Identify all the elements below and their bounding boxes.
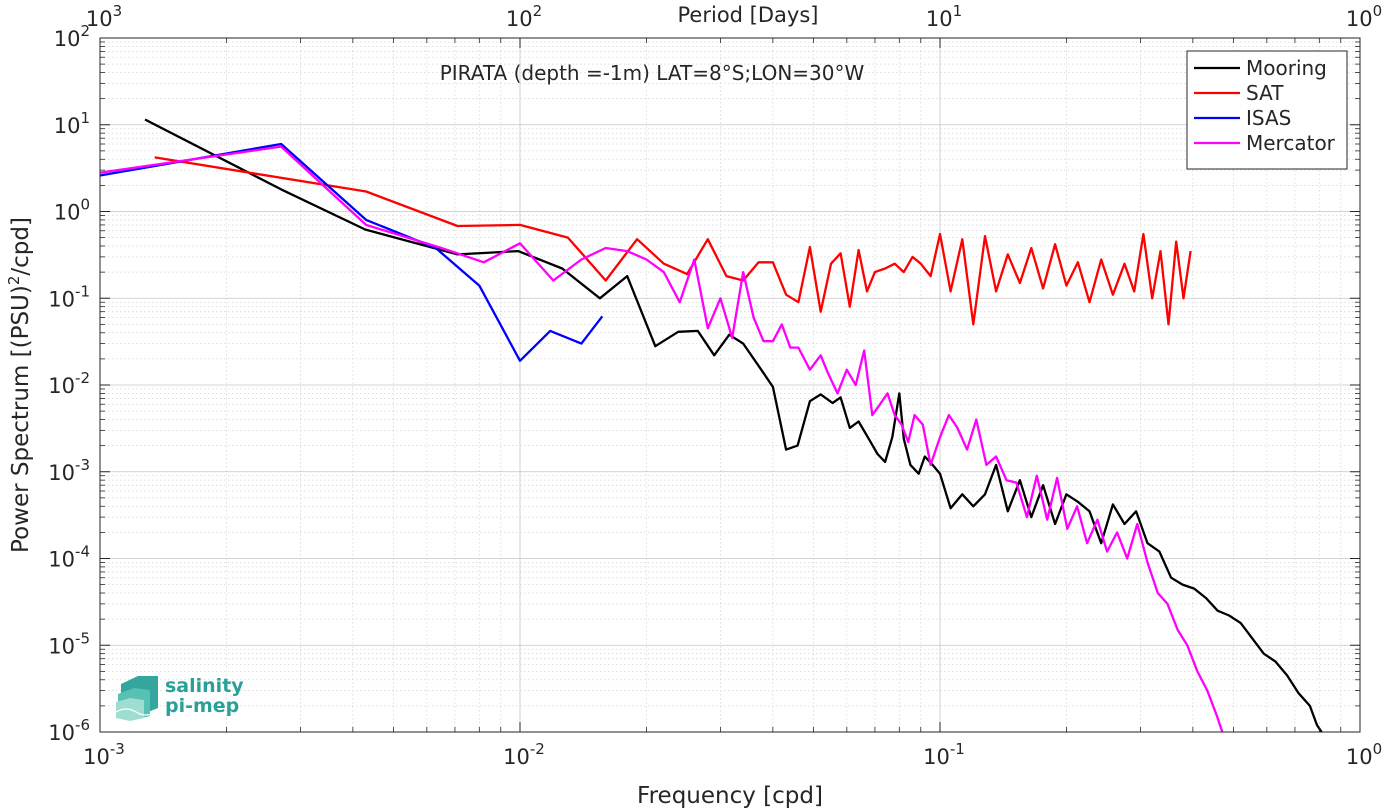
y-tick-label: 102: [54, 22, 90, 51]
series-layer: [99, 118, 1323, 733]
y-tick-label: 10-3: [48, 456, 90, 485]
x-axis-label: Frequency [cpd]: [637, 783, 823, 809]
series-line-mooring: [144, 118, 1323, 733]
chart-title: PIRATA (depth =-1m) LAT=8°S;LON=30°W: [440, 61, 865, 85]
top-tick-label: 101: [926, 2, 962, 31]
y-axis-label-main: Power Spectrum [(PSU): [8, 285, 34, 553]
logo-icon: [115, 676, 158, 721]
y-tick-label-exponent: 2: [80, 22, 90, 40]
major-grid: [99, 37, 1361, 733]
x-tick-label-base: 10: [1346, 745, 1373, 769]
top-tick-label-base: 10: [506, 7, 533, 31]
y-tick-label-base: 10: [54, 114, 81, 138]
y-tick-label-exponent: 0: [80, 196, 90, 214]
x-tick-label: 100: [1346, 740, 1382, 769]
y-tick-label: 10-4: [48, 543, 90, 572]
legend-label-mercator: Mercator: [1246, 131, 1336, 155]
x-tick-label-exponent: 0: [1373, 740, 1383, 758]
x-tick-label-base: 10: [83, 745, 110, 769]
logo-line-2: pi-mep: [165, 695, 239, 717]
x-tick-label: 10-1: [923, 740, 965, 769]
top-tick-label-exponent: 2: [533, 2, 543, 20]
x-tick-label-base: 10: [923, 745, 950, 769]
y-tick-label-base: 10: [48, 374, 75, 398]
legend-box: [1186, 50, 1348, 170]
x-tick-label-exponent: -1: [950, 740, 965, 758]
top-tick-label: 102: [506, 2, 542, 31]
y-tick-label-base: 10: [54, 201, 81, 225]
top-tick-label-base: 10: [86, 7, 113, 31]
x-tick-label: 10-2: [503, 740, 545, 769]
legend-label-isas: ISAS: [1246, 106, 1291, 130]
y-tick-label-exponent: -3: [75, 456, 90, 474]
top-tick-label-base: 10: [926, 7, 953, 31]
y-axis-label: Power Spectrum [(PSU)2/cpd]: [5, 217, 34, 553]
x-tick-label-base: 10: [503, 745, 530, 769]
y-axis-label-tail: /cpd]: [8, 217, 34, 276]
y-tick-label-exponent: -2: [75, 369, 90, 387]
y-tick-label-base: 10: [48, 461, 75, 485]
y-tick-label-base: 10: [48, 634, 75, 658]
ticks-layer: [99, 37, 1361, 733]
x-tick-label: 10-3: [83, 740, 125, 769]
salinity-pi-mep-logo: salinity pi-mep: [115, 675, 244, 721]
y-tick-label-exponent: -1: [75, 282, 90, 300]
top-tick-label-exponent: 3: [113, 2, 123, 20]
y-axis-label-sup: 2: [5, 276, 23, 286]
y-tick-label-base: 10: [54, 27, 81, 51]
y-tick-label: 100: [54, 196, 90, 225]
series-line-mercator: [99, 145, 1224, 733]
y-tick-label-base: 10: [48, 721, 75, 745]
top-tick-label-exponent: 0: [1373, 2, 1383, 20]
y-tick-label: 10-2: [48, 369, 90, 398]
x-tick-label-exponent: -2: [530, 740, 545, 758]
top-tick-label: 100: [1346, 2, 1382, 31]
y-tick-label-base: 10: [48, 287, 75, 311]
x-tick-label-exponent: -3: [110, 740, 125, 758]
y-tick-label: 101: [54, 109, 90, 138]
logo-line-1: salinity: [165, 675, 244, 697]
legend-label-sat: SAT: [1246, 81, 1284, 105]
legend-label-mooring: Mooring: [1246, 56, 1327, 80]
y-tick-label: 10-1: [48, 282, 90, 311]
y-tick-label-exponent: 1: [80, 109, 90, 127]
y-tick-label-exponent: -4: [75, 543, 90, 561]
y-tick-label-exponent: -5: [75, 629, 90, 647]
y-tick-label-exponent: -6: [75, 716, 90, 734]
y-tick-label: 10-6: [48, 716, 90, 745]
series-line-sat: [154, 156, 1192, 326]
y-tick-label-base: 10: [48, 548, 75, 572]
top-tick-label-base: 10: [1346, 7, 1373, 31]
top-tick-label: 103: [86, 2, 122, 31]
y-tick-label: 10-5: [48, 629, 90, 658]
top-tick-label-exponent: 1: [953, 2, 963, 20]
series-line-isas: [99, 142, 604, 362]
top-axis-label: Period [Days]: [678, 3, 819, 27]
